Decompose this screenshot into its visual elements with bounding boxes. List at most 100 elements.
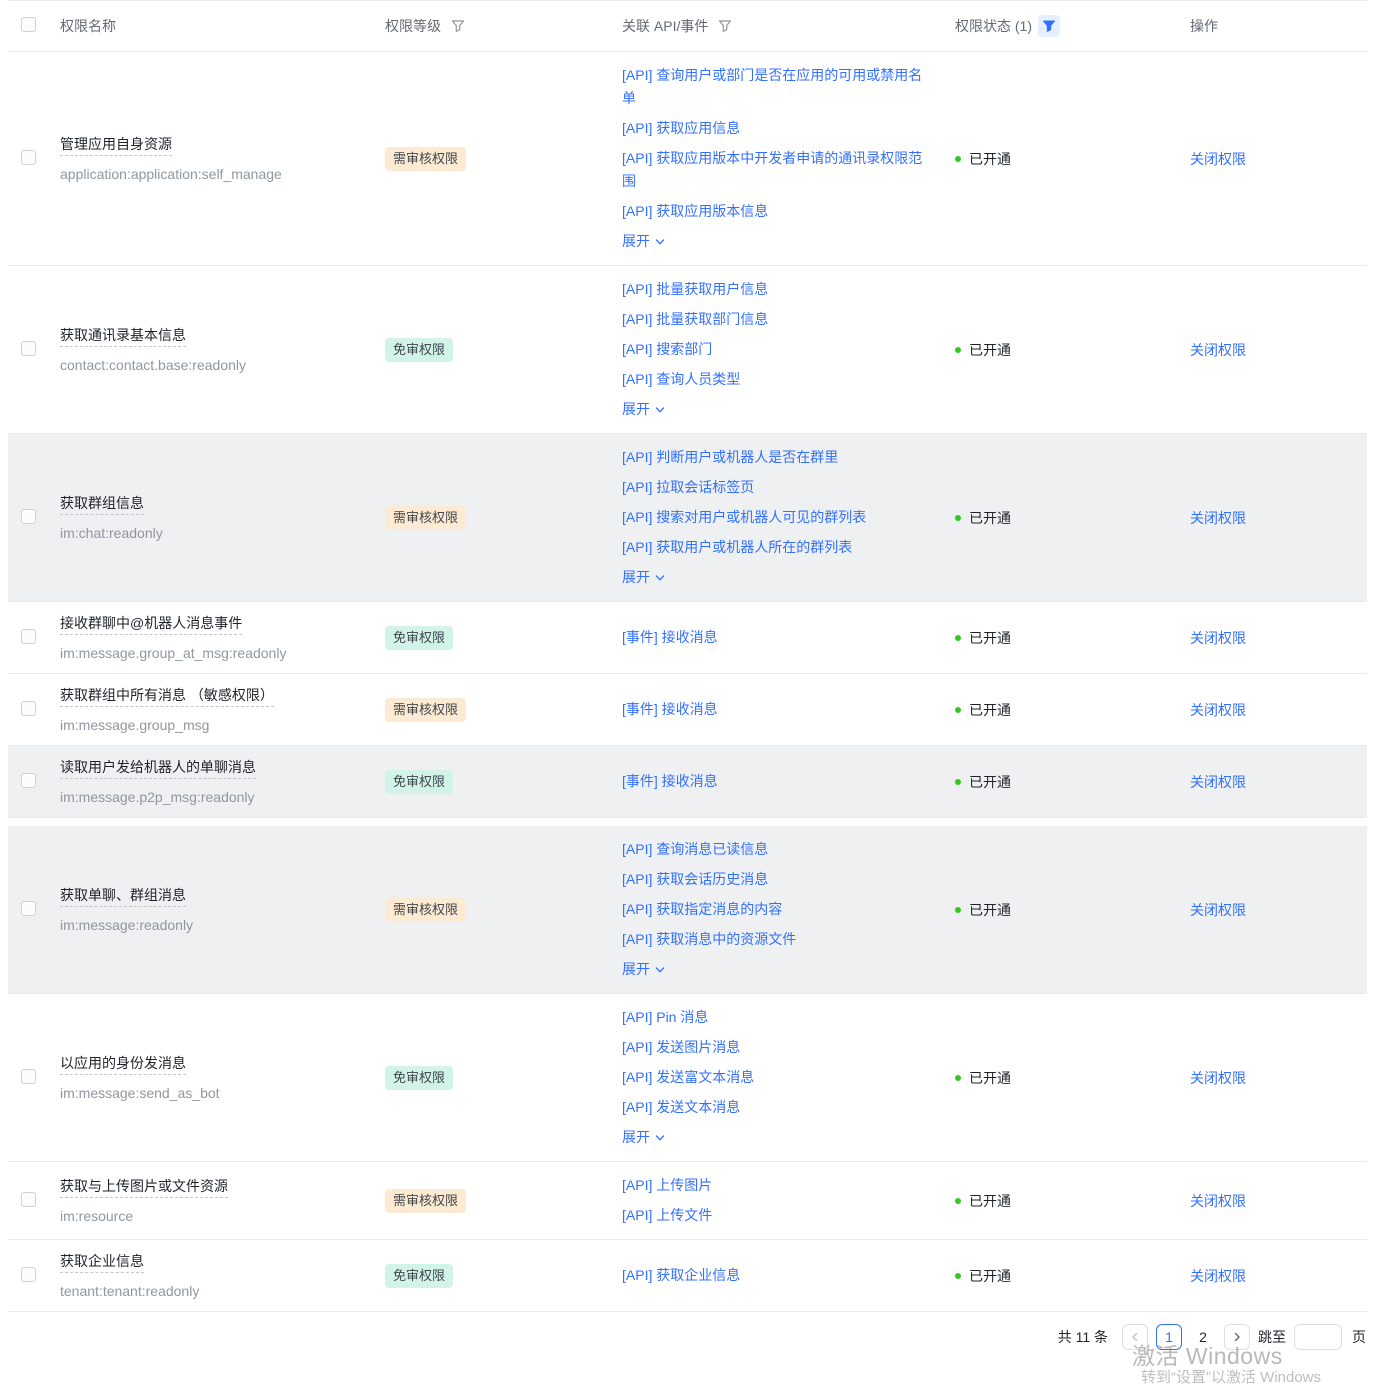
api-link[interactable]: [API] 获取应用版本中开发者申请的通讯录权限范围 bbox=[622, 150, 923, 189]
status-text: 已开通 bbox=[969, 509, 1011, 526]
close-permission-link[interactable]: 关闭权限 bbox=[1190, 1192, 1246, 1209]
close-permission-link[interactable]: 关闭权限 bbox=[1190, 1069, 1246, 1086]
api-link[interactable]: [API] 发送文本消息 bbox=[622, 1099, 741, 1115]
table-row: 接收群聊中@机器人消息事件 im:message.group_at_msg:rea… bbox=[8, 602, 1367, 674]
row-checkbox[interactable] bbox=[21, 508, 36, 524]
permission-code: im:message.group_msg bbox=[60, 717, 210, 733]
watermark-line2: 转到“设置”以激活 Windows bbox=[1141, 1369, 1322, 1386]
api-list: [事件] 接收消息 bbox=[622, 770, 931, 793]
table-row: 获取与上传图片或文件资源 im:resource 需审核权限 [API] 上传图片 [A… bbox=[8, 1162, 1367, 1240]
chevron-right-icon bbox=[1234, 1332, 1240, 1341]
api-link[interactable]: [API] 搜索对用户或机器人可见的群列表 bbox=[622, 509, 867, 525]
api-filter-button[interactable] bbox=[714, 15, 736, 37]
api-link[interactable]: [API] 发送富文本消息 bbox=[622, 1069, 755, 1085]
api-link[interactable]: [API] 查询人员类型 bbox=[622, 371, 741, 387]
api-list: [API] 获取企业信息 bbox=[622, 1264, 931, 1287]
jump-to-label: 跳至 bbox=[1258, 1328, 1286, 1345]
jump-to-page-input[interactable] bbox=[1294, 1323, 1342, 1350]
select-all-checkbox[interactable] bbox=[21, 17, 36, 32]
header-api: 关联 API/事件 bbox=[622, 15, 955, 37]
status-cell: 已开通 bbox=[955, 330, 1190, 370]
permission-code: im:message.p2p_msg:readonly bbox=[60, 789, 255, 805]
status-cell: 已开通 bbox=[955, 618, 1190, 658]
expand-label: 展开 bbox=[622, 401, 650, 417]
api-link[interactable]: [API] 搜索部门 bbox=[622, 341, 713, 357]
api-link[interactable]: [API] 拉取会话标签页 bbox=[622, 479, 755, 495]
header-checkbox-cell bbox=[8, 7, 60, 45]
event-link[interactable]: [事件] 接收消息 bbox=[622, 629, 718, 645]
table-row: 获取群组中所有消息 （敏感权限） im:message.group_msg 需审核权… bbox=[8, 674, 1367, 746]
status-text: 已开通 bbox=[969, 629, 1011, 646]
close-permission-link[interactable]: 关闭权限 bbox=[1190, 629, 1246, 646]
event-link[interactable]: [事件] 接收消息 bbox=[622, 701, 718, 717]
expand-link[interactable]: 展开 bbox=[622, 958, 665, 981]
api-link[interactable]: [API] 获取应用信息 bbox=[622, 120, 741, 136]
row-checkbox[interactable] bbox=[21, 700, 36, 716]
permission-name: 获取通讯录基本信息 bbox=[60, 327, 186, 347]
api-link[interactable]: [API] 获取指定消息的内容 bbox=[622, 901, 783, 917]
api-link[interactable]: [API] 获取消息中的资源文件 bbox=[622, 931, 797, 947]
row-checkbox[interactable] bbox=[21, 340, 36, 356]
api-link[interactable]: [API] 查询消息已读信息 bbox=[622, 841, 769, 857]
row-checkbox[interactable] bbox=[21, 149, 36, 165]
api-link[interactable]: [API] 获取会话历史消息 bbox=[622, 871, 769, 887]
status-dot-icon bbox=[955, 906, 961, 913]
prev-page-button[interactable] bbox=[1122, 1323, 1148, 1350]
status-dot-icon bbox=[955, 155, 961, 162]
funnel-icon bbox=[719, 20, 732, 32]
page-button-2[interactable]: 2 bbox=[1199, 1328, 1207, 1345]
api-link[interactable]: [API] 判断用户或机器人是否在群里 bbox=[622, 449, 839, 465]
permission-level-badge: 需审核权限 bbox=[385, 505, 467, 530]
row-checkbox[interactable] bbox=[21, 628, 36, 644]
api-link[interactable]: [API] 上传文件 bbox=[622, 1207, 713, 1223]
status-cell: 已开通 bbox=[955, 1181, 1190, 1221]
permission-name: 管理应用自身资源 bbox=[60, 136, 172, 156]
api-list: [API] 上传图片 [API] 上传文件 bbox=[622, 1174, 931, 1227]
row-checkbox[interactable] bbox=[21, 772, 36, 788]
close-permission-link[interactable]: 关闭权限 bbox=[1190, 1267, 1246, 1284]
expand-label: 展开 bbox=[622, 1129, 650, 1145]
api-link[interactable]: [API] 获取应用版本信息 bbox=[622, 203, 769, 219]
next-page-button[interactable] bbox=[1224, 1323, 1250, 1350]
status-dot-icon bbox=[955, 1074, 961, 1081]
permission-code: im:chat:readonly bbox=[60, 525, 163, 541]
row-checkbox[interactable] bbox=[21, 1068, 36, 1084]
header-action-label: 操作 bbox=[1190, 18, 1218, 34]
close-permission-link[interactable]: 关闭权限 bbox=[1190, 341, 1246, 358]
close-permission-link[interactable]: 关闭权限 bbox=[1190, 773, 1246, 790]
total-count-label: 共 11 条 bbox=[1057, 1328, 1108, 1345]
close-permission-link[interactable]: 关闭权限 bbox=[1190, 901, 1246, 918]
pagination-bar: 共 11 条 1 2 跳至 页 bbox=[0, 1312, 1383, 1361]
row-checkbox[interactable] bbox=[21, 1191, 36, 1207]
table-header-row: 权限名称 权限等级 关联 API/事件 权限状态 (1) bbox=[8, 0, 1367, 52]
api-link[interactable]: [API] 查询用户或部门是否在应用的可用或禁用名单 bbox=[622, 67, 923, 106]
api-link[interactable]: [API] 获取企业信息 bbox=[622, 1267, 741, 1283]
expand-link[interactable]: 展开 bbox=[622, 1126, 665, 1149]
status-text: 已开通 bbox=[969, 1192, 1011, 1209]
row-checkbox[interactable] bbox=[21, 900, 36, 916]
expand-link[interactable]: 展开 bbox=[622, 398, 665, 421]
status-cell: 已开通 bbox=[955, 498, 1190, 538]
table-row: 获取通讯录基本信息 contact:contact.base:readonly 免审… bbox=[8, 266, 1367, 434]
level-filter-button[interactable] bbox=[447, 15, 469, 37]
expand-link[interactable]: 展开 bbox=[622, 566, 665, 589]
api-link[interactable]: [API] Pin 消息 bbox=[622, 1009, 709, 1025]
api-link[interactable]: [API] 上传图片 bbox=[622, 1177, 713, 1193]
chevron-down-icon bbox=[655, 966, 665, 972]
close-permission-link[interactable]: 关闭权限 bbox=[1190, 701, 1246, 718]
status-filter-button[interactable] bbox=[1038, 15, 1060, 37]
permission-name: 获取单聊、群组消息 bbox=[60, 887, 186, 907]
expand-link[interactable]: 展开 bbox=[622, 230, 665, 253]
status-dot-icon bbox=[955, 346, 961, 353]
close-permission-link[interactable]: 关闭权限 bbox=[1190, 509, 1246, 526]
api-link[interactable]: [API] 批量获取部门信息 bbox=[622, 311, 769, 327]
event-link[interactable]: [事件] 接收消息 bbox=[622, 773, 718, 789]
row-checkbox[interactable] bbox=[21, 1266, 36, 1282]
api-link[interactable]: [API] 批量获取用户信息 bbox=[622, 281, 769, 297]
permission-name: 获取企业信息 bbox=[60, 1253, 144, 1273]
api-link[interactable]: [API] 发送图片消息 bbox=[622, 1039, 741, 1055]
api-link[interactable]: [API] 获取用户或机器人所在的群列表 bbox=[622, 539, 853, 555]
close-permission-link[interactable]: 关闭权限 bbox=[1190, 150, 1246, 167]
page-button-1[interactable]: 1 bbox=[1156, 1323, 1182, 1350]
api-list: [API] 判断用户或机器人是否在群里 [API] 拉取会话标签页 [API] 搜索… bbox=[622, 446, 931, 589]
